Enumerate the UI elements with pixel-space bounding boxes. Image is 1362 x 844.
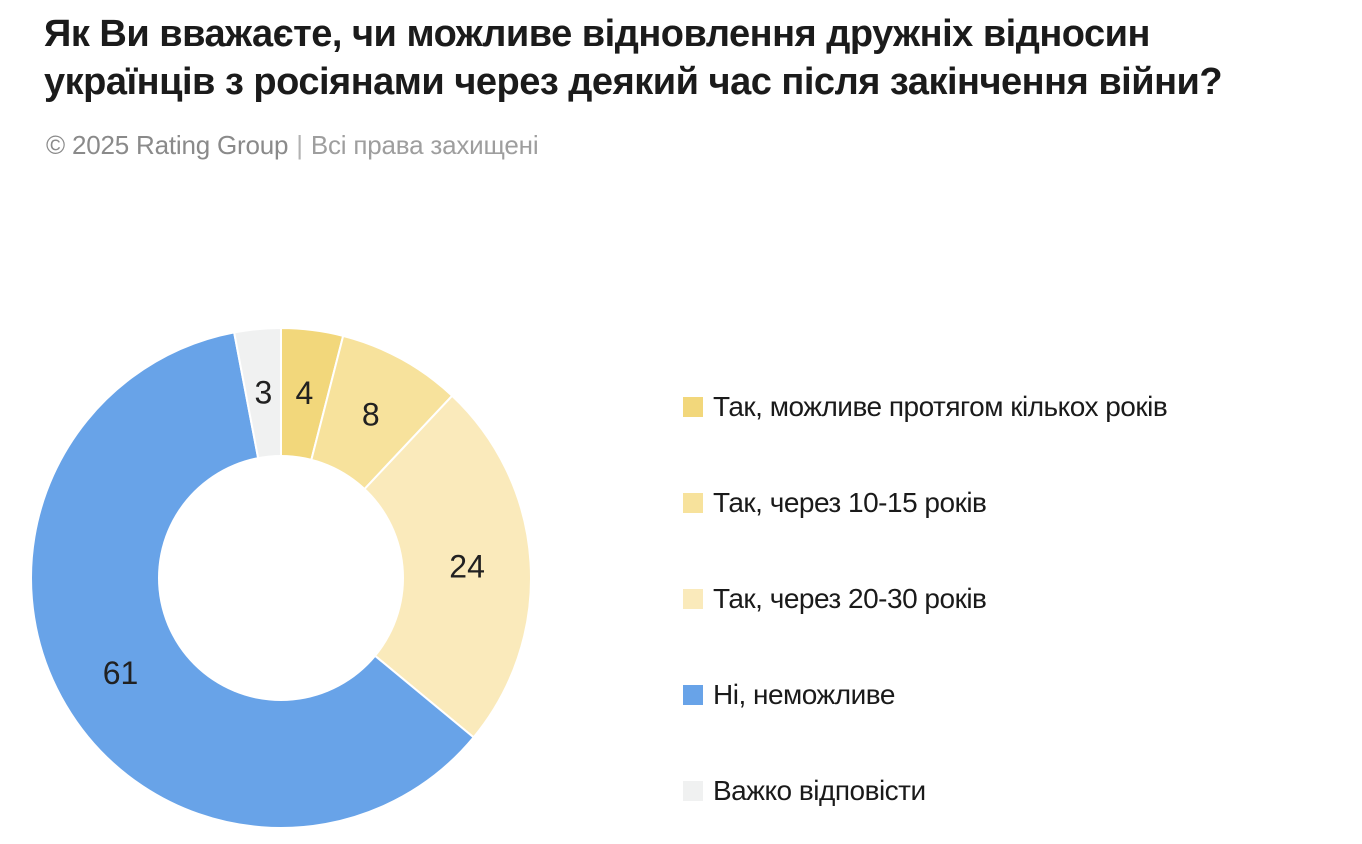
legend-item: Ні, неможливе — [683, 675, 1167, 715]
donut-slice-2 — [280, 394, 532, 739]
rights-text: Всі права захищені — [310, 130, 539, 160]
page-title: Як Ви вважаєте, чи можливе відновлення д… — [44, 10, 1344, 106]
legend-item: Так, через 10-15 років — [683, 483, 1167, 523]
chart-legend: Так, можливе протягом кількох років Так,… — [683, 387, 1168, 811]
legend-swatch-yellow-medium — [683, 493, 703, 513]
donut-label-0: 4 — [296, 375, 314, 411]
donut-label-4: 3 — [255, 374, 273, 410]
copyright-line: © 2025 Rating Group | Всі права захищені — [46, 130, 539, 161]
legend-swatch-yellow-dark — [683, 397, 703, 417]
donut-chart: 4 8 24 61 3 — [30, 327, 532, 829]
donut-label-1: 8 — [362, 397, 380, 433]
legend-item: Так, через 20-30 років — [683, 579, 1167, 619]
copyright-separator: | — [296, 130, 303, 160]
legend-swatch-yellow-light — [683, 589, 703, 609]
legend-label: Ні, неможливе — [713, 679, 895, 710]
copyright-text: © 2025 Rating Group — [46, 130, 289, 160]
legend-label: Так, через 20-30 років — [713, 583, 987, 614]
legend-swatch-gray — [683, 781, 703, 801]
legend-swatch-blue — [683, 685, 703, 705]
legend-label: Так, можливе протягом кількох років — [713, 391, 1168, 422]
page-title-line-2: українців з росіянами через деякий час п… — [44, 61, 1223, 103]
donut-label-3: 61 — [103, 655, 139, 691]
page-title-line-1: Як Ви вважаєте, чи можливе відновлення д… — [44, 13, 1150, 55]
legend-label: Важко відповісти — [713, 775, 926, 806]
donut-chart-area: 4 8 24 61 3 — [30, 327, 532, 829]
legend-item: Так, можливе протягом кількох років — [683, 387, 1168, 427]
donut-hole — [158, 455, 404, 701]
legend-label: Так, через 10-15 років — [713, 487, 987, 518]
legend-item: Важко відповісти — [683, 771, 1167, 811]
donut-label-2: 24 — [449, 548, 485, 584]
